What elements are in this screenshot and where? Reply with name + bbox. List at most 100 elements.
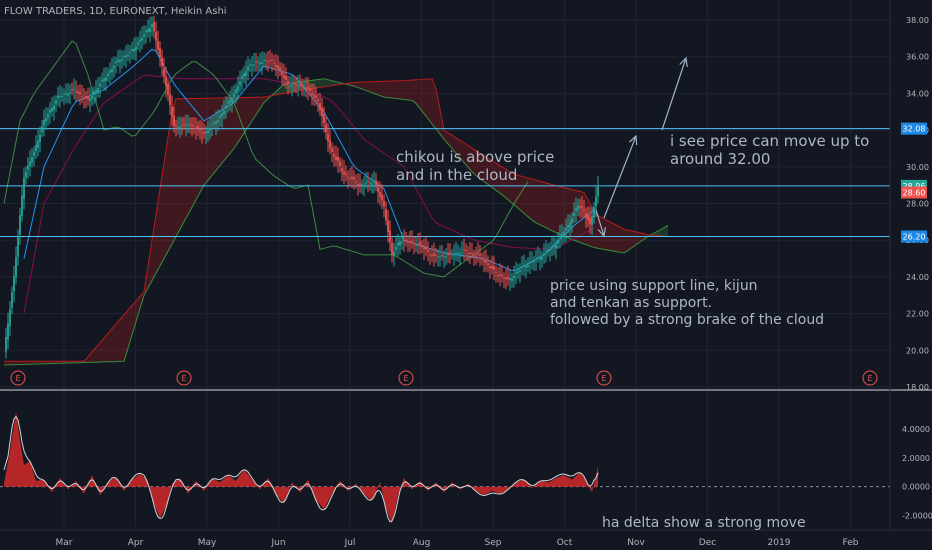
candle-body[interactable]: [97, 88, 99, 92]
candle-body[interactable]: [327, 133, 329, 142]
earnings-marker[interactable]: [596, 370, 612, 386]
candle-body[interactable]: [277, 65, 279, 69]
candle-body[interactable]: [453, 254, 455, 256]
candle-body[interactable]: [257, 61, 259, 63]
candle-body[interactable]: [169, 94, 171, 106]
pullback-arrow[interactable]: [595, 209, 605, 237]
candle-body[interactable]: [173, 115, 175, 127]
candle-body[interactable]: [349, 178, 351, 180]
candle-body[interactable]: [331, 148, 333, 153]
annotation-text[interactable]: i see price can move up to around 32.00: [670, 132, 869, 168]
candle-body[interactable]: [19, 215, 21, 235]
candle-body[interactable]: [313, 94, 315, 97]
candle-body[interactable]: [393, 251, 395, 256]
candle-body[interactable]: [39, 134, 41, 142]
candle-body[interactable]: [225, 105, 227, 109]
candle-body[interactable]: [183, 123, 185, 125]
candle-body[interactable]: [323, 114, 325, 124]
candle-body[interactable]: [579, 206, 581, 208]
candle-body[interactable]: [85, 95, 87, 99]
candle-body[interactable]: [571, 218, 573, 224]
candle-body[interactable]: [105, 77, 107, 81]
candle-body[interactable]: [457, 252, 459, 254]
candle-body[interactable]: [99, 83, 101, 87]
candle-body[interactable]: [401, 242, 403, 244]
candle-body[interactable]: [559, 235, 561, 238]
candle-body[interactable]: [253, 64, 255, 66]
candle-body[interactable]: [75, 90, 77, 92]
candle-body[interactable]: [259, 62, 261, 65]
candle-body[interactable]: [267, 61, 269, 63]
candle-body[interactable]: [61, 95, 63, 97]
candle-body[interactable]: [301, 84, 303, 86]
candle-body[interactable]: [517, 271, 519, 274]
candle-body[interactable]: [309, 88, 311, 92]
earnings-marker[interactable]: [176, 370, 192, 386]
candle-body[interactable]: [565, 228, 567, 231]
candle-body[interactable]: [233, 93, 235, 97]
candle-body[interactable]: [89, 98, 91, 102]
candle-body[interactable]: [147, 29, 149, 33]
candle-body[interactable]: [481, 258, 483, 260]
candle-body[interactable]: [197, 126, 199, 129]
candle-body[interactable]: [497, 274, 499, 276]
candle-body[interactable]: [541, 256, 543, 260]
candle-body[interactable]: [545, 250, 547, 252]
candle-body[interactable]: [163, 68, 165, 77]
candle-body[interactable]: [507, 276, 509, 280]
candle-body[interactable]: [223, 110, 225, 115]
candle-body[interactable]: [287, 80, 289, 85]
candle-body[interactable]: [563, 231, 565, 235]
candle-body[interactable]: [387, 220, 389, 233]
candle-body[interactable]: [137, 42, 139, 45]
candle-body[interactable]: [41, 126, 43, 133]
candle-body[interactable]: [81, 95, 83, 97]
candle-body[interactable]: [531, 261, 533, 263]
candle-body[interactable]: [155, 32, 157, 41]
candle-body[interactable]: [127, 54, 129, 57]
candle-body[interactable]: [505, 277, 507, 280]
candle-body[interactable]: [69, 92, 71, 94]
candle-body[interactable]: [149, 28, 151, 32]
candle-body[interactable]: [167, 83, 169, 95]
candle-body[interactable]: [295, 83, 297, 85]
candle-body[interactable]: [495, 271, 497, 274]
candle-body[interactable]: [589, 217, 591, 224]
candle-body[interactable]: [245, 71, 247, 76]
candle-body[interactable]: [79, 92, 81, 95]
candle-body[interactable]: [87, 96, 89, 100]
candles[interactable]: [5, 15, 599, 359]
candle-body[interactable]: [473, 255, 475, 257]
candle-body[interactable]: [111, 68, 113, 73]
candle-body[interactable]: [145, 30, 147, 33]
candle-body[interactable]: [519, 269, 521, 272]
candle-body[interactable]: [305, 88, 307, 90]
candle-body[interactable]: [385, 209, 387, 221]
candle-body[interactable]: [369, 182, 371, 184]
candle-body[interactable]: [193, 128, 195, 130]
candle-body[interactable]: [487, 263, 489, 266]
candle-body[interactable]: [273, 62, 275, 64]
candle-body[interactable]: [455, 252, 457, 254]
candle-body[interactable]: [363, 184, 365, 186]
candle-body[interactable]: [417, 244, 419, 246]
candle-body[interactable]: [11, 292, 13, 308]
annotation-text[interactable]: chikou is above price and in the cloud: [396, 148, 554, 184]
candle-body[interactable]: [219, 115, 221, 119]
candle-body[interactable]: [21, 195, 23, 216]
candle-body[interactable]: [461, 251, 463, 253]
candle-body[interactable]: [31, 157, 33, 163]
candle-body[interactable]: [73, 88, 75, 90]
candle-body[interactable]: [239, 81, 241, 86]
candle-body[interactable]: [539, 257, 541, 260]
candle-body[interactable]: [247, 66, 249, 71]
candle-body[interactable]: [365, 183, 367, 185]
candle-body[interactable]: [261, 62, 263, 64]
candle-body[interactable]: [27, 165, 29, 170]
candle-body[interactable]: [475, 255, 477, 257]
candle-body[interactable]: [423, 247, 425, 250]
candle-body[interactable]: [329, 140, 331, 149]
candle-body[interactable]: [51, 107, 53, 112]
candle-body[interactable]: [597, 186, 599, 197]
